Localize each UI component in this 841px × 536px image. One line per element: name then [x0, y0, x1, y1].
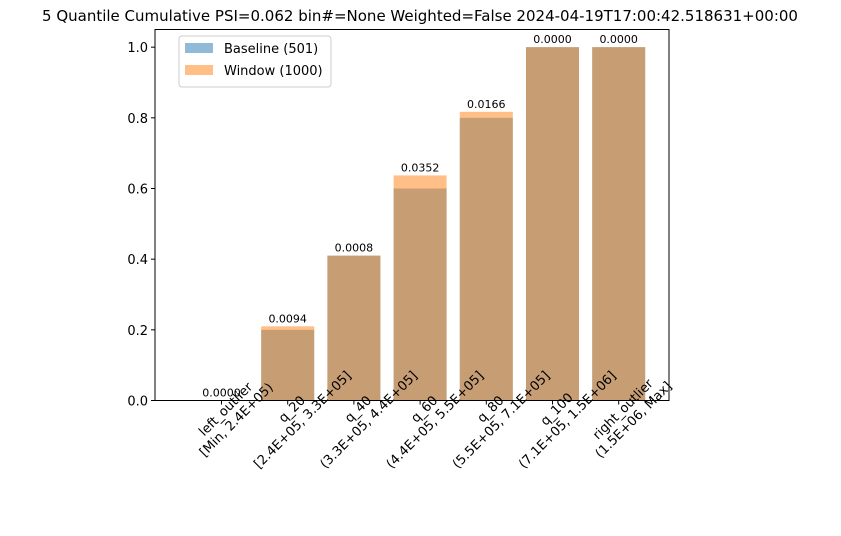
bar-value-label: 0.0352	[401, 161, 440, 174]
legend-swatch-baseline	[185, 43, 213, 53]
baseline-bars	[261, 47, 646, 401]
bar-value-label: 0.0008	[335, 242, 374, 255]
bar-value-label: 0.0000	[533, 33, 572, 46]
legend-label-baseline: Baseline (501)	[224, 42, 318, 57]
x-tick-label: left_outlier[Min, 2.4E+05)	[186, 370, 276, 460]
bar-labels: 0.0000 0.0094 0.0008 0.0352 0.0166 0.0000 0.00…	[202, 33, 638, 399]
bar-window-3	[393, 175, 447, 401]
bar-value-label: 0.0000	[202, 387, 241, 400]
bar-value-label: 0.0094	[268, 312, 307, 325]
legend-box	[178, 35, 332, 88]
plot-frame	[154, 29, 670, 401]
bar-window-5	[526, 47, 579, 401]
y-tick-label: 1.0	[127, 41, 148, 56]
legend: Baseline (501) Window (1000)	[178, 35, 332, 88]
legend-swatch-window	[185, 65, 213, 75]
bar-window-1	[261, 326, 315, 401]
y-tick-label: 0.8	[127, 112, 148, 127]
legend-label-window: Window (1000)	[224, 64, 323, 79]
bar-window-2	[327, 255, 381, 401]
chart-title: 5 Quantile Cumulative PSI=0.062 bin#=Non…	[42, 7, 798, 25]
bar-window-4	[459, 111, 513, 401]
y-tick-label: 0.0	[127, 395, 148, 410]
y-tick-label: 0.6	[127, 183, 148, 198]
y-tick-label: 0.4	[127, 253, 148, 268]
window-bars	[261, 47, 646, 401]
bar-window-6	[592, 47, 646, 401]
bar-value-label: 0.0166	[467, 98, 506, 111]
y-tick-label: 0.2	[127, 324, 148, 339]
bar-value-label: 0.0000	[599, 33, 638, 46]
y-axis: 0.0 0.2 0.4 0.6 0.8 1.0	[127, 41, 155, 410]
